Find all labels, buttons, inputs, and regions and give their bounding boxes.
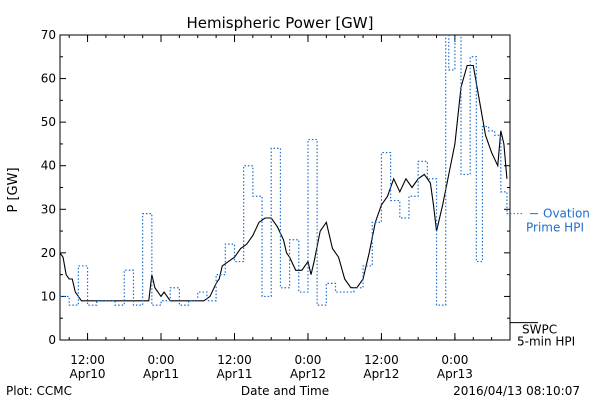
chart-title: Hemispheric Power [GW] bbox=[187, 14, 374, 32]
y-tick-label: 40 bbox=[41, 159, 56, 173]
swpc-label-line1: SWPC bbox=[522, 323, 557, 337]
y-tick-label: 0 bbox=[48, 333, 56, 347]
y-tick-label: 60 bbox=[41, 72, 56, 86]
y-tick-label: 10 bbox=[41, 289, 56, 303]
plot-frame bbox=[59, 34, 511, 341]
x-tick-date-label: Apr10 bbox=[70, 367, 106, 381]
axes: 01020304050607012:00Apr100:00Apr1112:00A… bbox=[41, 28, 511, 381]
series-lines bbox=[60, 35, 510, 306]
y-tick-label: 30 bbox=[41, 202, 56, 216]
y-axis-label: P [GW] bbox=[6, 167, 21, 212]
y-tick-label: 70 bbox=[41, 28, 56, 42]
x-tick-date-label: Apr11 bbox=[143, 367, 179, 381]
swpc-label-line2: 5-min HPI bbox=[517, 335, 575, 349]
ovation-prime-series-line bbox=[60, 35, 510, 306]
x-tick-time-label: 0:00 bbox=[148, 353, 175, 367]
x-tick-date-label: Apr11 bbox=[216, 367, 252, 381]
plot-timestamp: 2016/04/13 08:10:07 bbox=[453, 384, 580, 398]
ovation-label-line1: Ovation bbox=[543, 207, 590, 221]
x-tick-time-label: 0:00 bbox=[441, 353, 468, 367]
x-tick-time-label: 12:00 bbox=[70, 353, 105, 367]
swpc-series-line bbox=[60, 64, 508, 302]
y-tick-label: 50 bbox=[41, 115, 56, 129]
plot-credit: Plot: CCMC bbox=[6, 384, 72, 398]
x-tick-date-label: Apr13 bbox=[437, 367, 473, 381]
x-axis-label: Date and Time bbox=[241, 384, 329, 398]
x-tick-time-label: 12:00 bbox=[364, 353, 399, 367]
x-tick-time-label: 12:00 bbox=[217, 353, 252, 367]
y-tick-label: 20 bbox=[41, 246, 56, 260]
x-tick-time-label: 0:00 bbox=[294, 353, 321, 367]
x-tick-date-label: Apr12 bbox=[290, 367, 326, 381]
ovation-label-line2: Prime HPI bbox=[526, 221, 584, 235]
x-tick-date-label: Apr12 bbox=[363, 367, 399, 381]
